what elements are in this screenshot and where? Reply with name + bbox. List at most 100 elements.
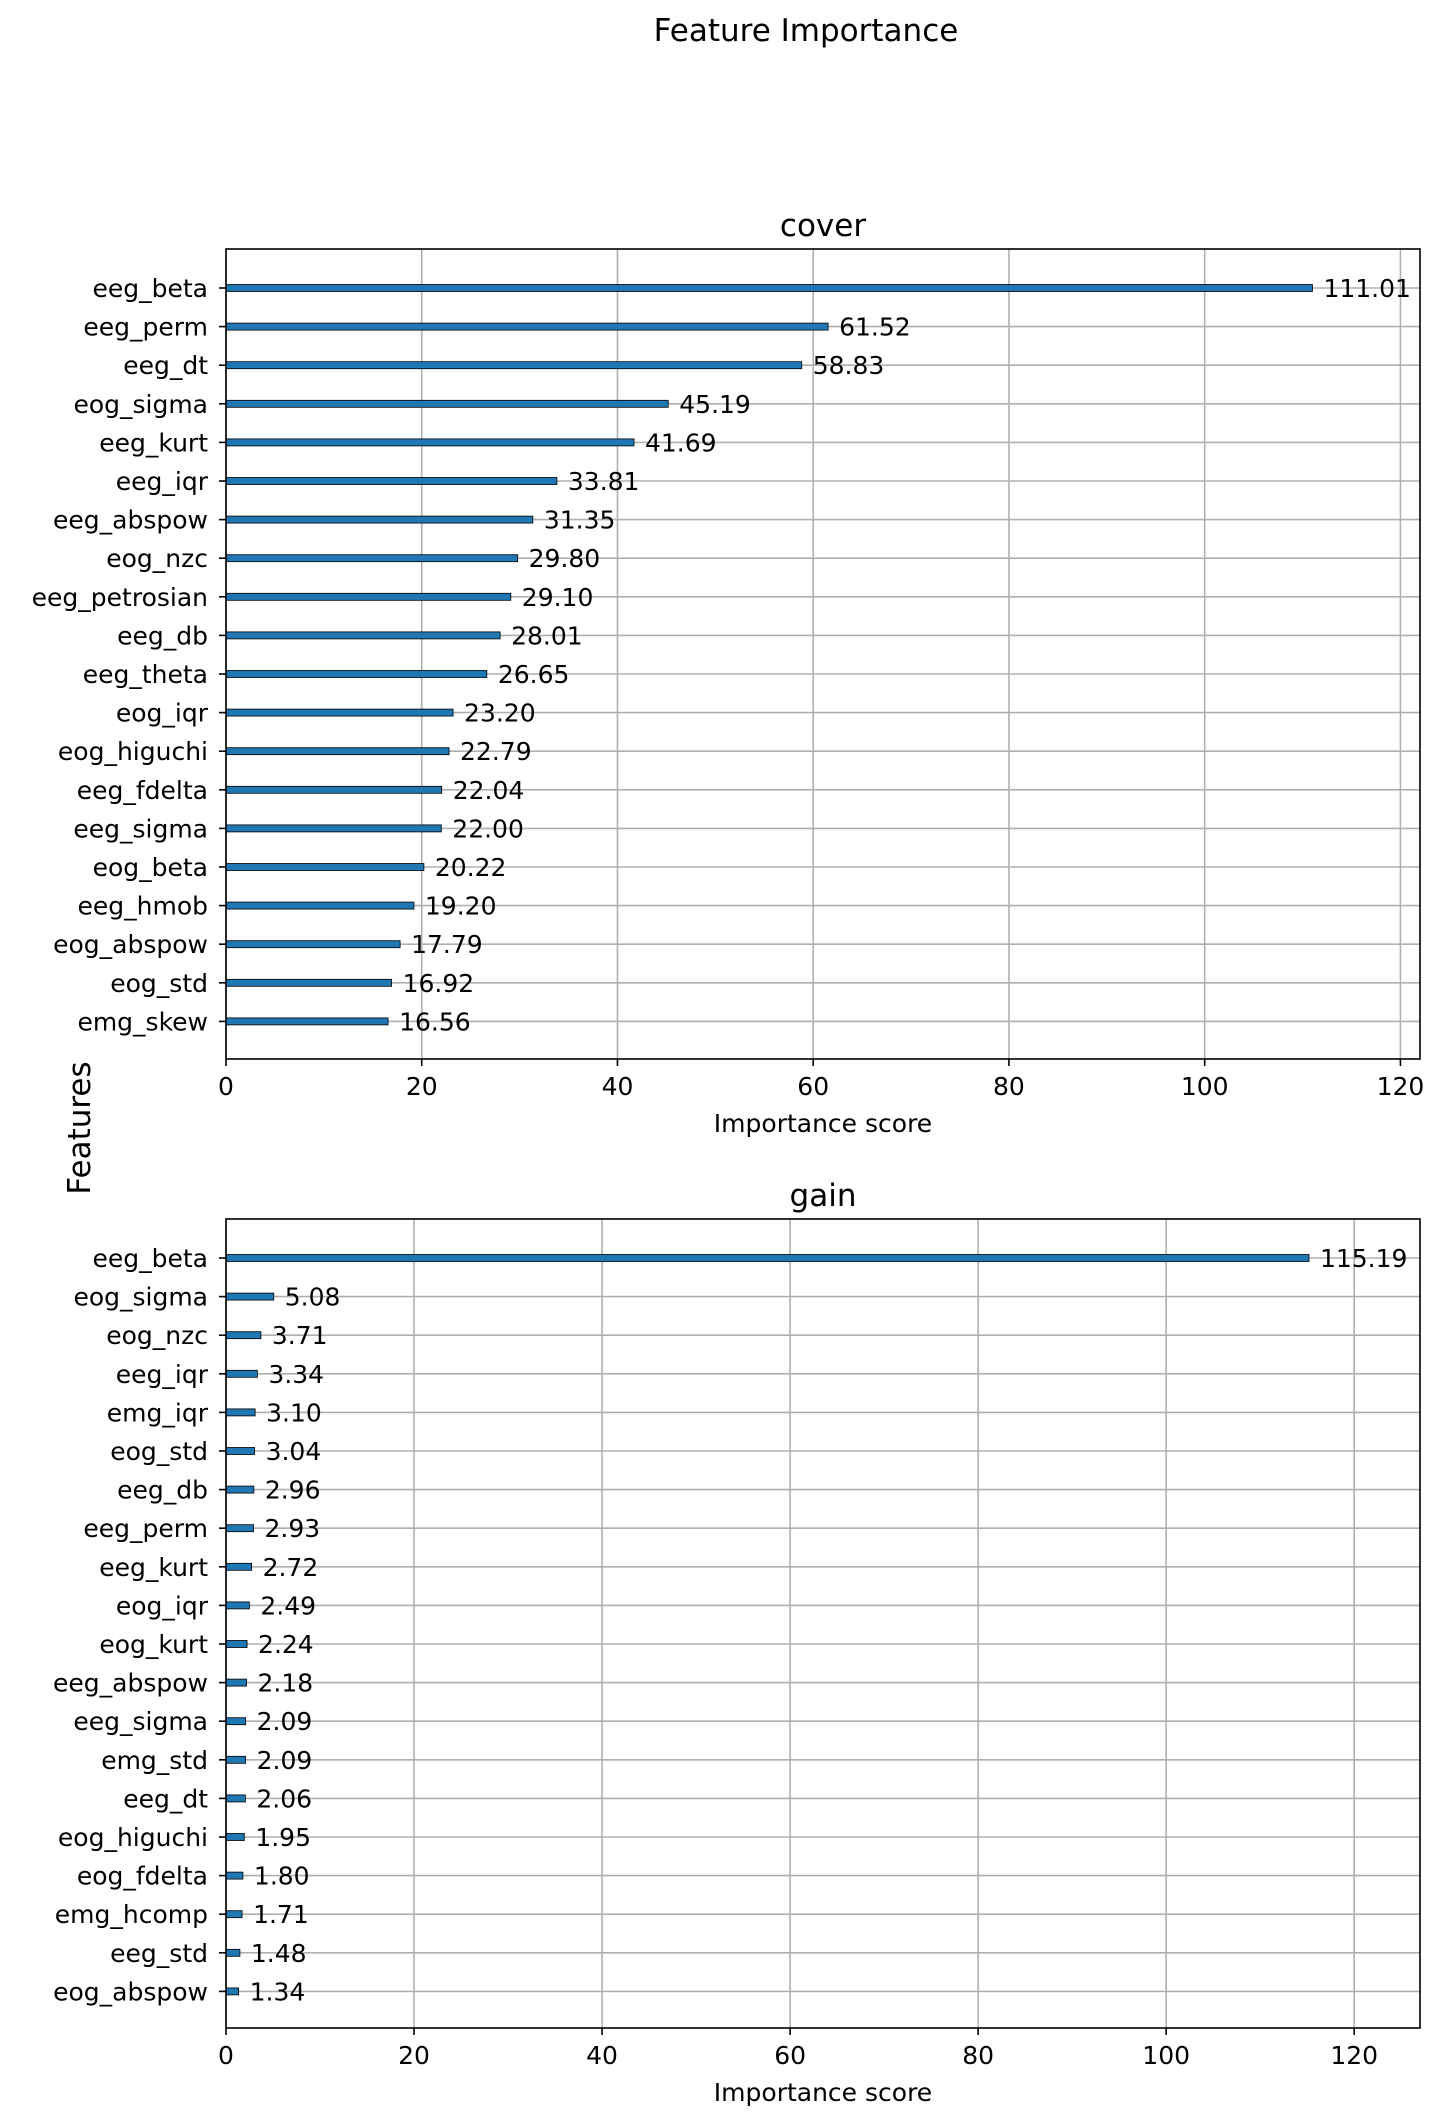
gain-x-tick-label: 120 <box>1330 2041 1378 2070</box>
gain-bar-eeg_sigma <box>225 1717 247 1726</box>
gain-category-label: eeg_perm <box>83 1514 208 1543</box>
gain-category-label: eeg_abspow <box>53 1669 208 1698</box>
gain-value-label: 5.08 <box>285 1283 341 1312</box>
gain-x-tick-label: 80 <box>962 2041 994 2070</box>
cover-value-label: 29.10 <box>522 583 594 612</box>
gain-value-label: 2.09 <box>257 1746 313 1775</box>
gain-bar-eog_fdelta <box>225 1871 244 1880</box>
gain-value-label: 2.24 <box>258 1630 314 1659</box>
gain-value-label: 2.06 <box>256 1784 312 1813</box>
cover-value-label: 16.92 <box>403 969 475 998</box>
cover-bar-eeg_iqr <box>225 477 558 485</box>
cover-bar-eog_abspow <box>225 940 401 949</box>
cover-bar-eeg_theta <box>225 670 488 678</box>
gain-category-label: emg_std <box>101 1746 208 1775</box>
cover-category-label: eog_sigma <box>73 390 208 419</box>
cover-x-tick-label: 120 <box>1377 1072 1425 1101</box>
gain-value-label: 2.49 <box>260 1591 316 1620</box>
gain-category-label: eog_kurt <box>99 1630 208 1659</box>
gain-bar-eog_abspow <box>225 1987 239 1996</box>
cover-value-label: 26.65 <box>498 660 570 689</box>
cover-value-label: 22.79 <box>460 737 532 766</box>
gain-category-label: eeg_kurt <box>99 1553 208 1582</box>
gain-x-axis-label: Importance score <box>714 2078 932 2107</box>
gain-value-label: 2.93 <box>265 1514 321 1543</box>
gain-bar-eeg_std <box>225 1948 241 1957</box>
cover-bar-eeg_abspow <box>225 515 534 524</box>
cover-value-label: 58.83 <box>813 351 885 380</box>
gain-bar-emg_iqr <box>225 1408 256 1417</box>
cover-bar-eeg_kurt <box>225 438 635 447</box>
cover-value-label: 22.00 <box>452 814 524 843</box>
cover-chart: cover eeg_beta 111.01 eeg_perm 61.52 eeg_dt 58… <box>32 208 1425 1138</box>
cover-bar-eog_higuchi <box>225 747 450 756</box>
cover-value-label: 29.80 <box>529 544 601 573</box>
gain-value-label: 3.10 <box>266 1398 322 1427</box>
cover-category-label: eeg_sigma <box>73 814 208 843</box>
gain-category-label: eeg_std <box>110 1939 208 1968</box>
cover-category-label: emg_skew <box>77 1007 208 1036</box>
cover-value-label: 45.19 <box>679 390 751 419</box>
cover-category-label: eog_abspow <box>53 930 208 959</box>
gain-bar-eeg_beta <box>225 1254 1310 1262</box>
gain-chart: gain eeg_beta 115.19 eog_sigma 5.08 eog_nzc 3.… <box>53 1178 1421 2107</box>
gain-category-label: eeg_sigma <box>73 1707 208 1736</box>
cover-bar-eog_beta <box>225 863 425 871</box>
cover-x-tick-label: 60 <box>797 1072 829 1101</box>
gain-value-label: 1.95 <box>255 1823 311 1852</box>
gain-value-label: 1.48 <box>251 1939 307 1968</box>
gain-x-tick-label: 60 <box>774 2041 806 2070</box>
gain-value-label: 2.72 <box>263 1553 319 1582</box>
cover-value-label: 17.79 <box>411 930 483 959</box>
cover-x-tick-label: 20 <box>406 1072 438 1101</box>
gain-x-tick-label: 0 <box>218 2041 234 2070</box>
gain-category-label: emg_hcomp <box>55 1900 208 1929</box>
cover-category-label: eog_nzc <box>106 544 208 573</box>
cover-bar-eeg_db <box>225 631 501 640</box>
cover-value-label: 28.01 <box>511 621 583 650</box>
gain-category-label: eeg_beta <box>92 1244 208 1273</box>
cover-value-label: 111.01 <box>1323 274 1410 303</box>
gain-category-label: eog_std <box>110 1437 208 1466</box>
gain-value-label: 3.04 <box>266 1437 322 1466</box>
gain-value-label: 2.09 <box>257 1707 313 1736</box>
cover-value-label: 22.04 <box>453 776 525 805</box>
cover-category-label: eeg_fdelta <box>77 776 208 805</box>
figure-y-label: Features <box>62 1061 98 1194</box>
cover-value-label: 33.81 <box>568 467 640 496</box>
cover-category-label: eeg_abspow <box>53 506 208 535</box>
cover-value-label: 20.22 <box>435 853 507 882</box>
cover-value-label: 31.35 <box>544 506 616 535</box>
gain-value-label: 1.80 <box>254 1862 310 1891</box>
cover-bar-eog_nzc <box>225 554 519 563</box>
cover-value-label: 41.69 <box>645 428 717 457</box>
cover-category-label: eeg_kurt <box>99 428 208 457</box>
cover-x-tick-label: 40 <box>602 1072 634 1101</box>
cover-x-tick-label: 100 <box>1181 1072 1229 1101</box>
gain-title: gain <box>790 1178 857 1214</box>
gain-axes-frame <box>225 1218 1421 2029</box>
cover-value-label: 23.20 <box>464 699 536 728</box>
gain-bar-eeg_kurt <box>225 1562 252 1571</box>
gain-value-label: 2.18 <box>257 1669 313 1698</box>
cover-category-label: eeg_db <box>117 621 208 650</box>
gain-category-label: emg_iqr <box>107 1398 209 1427</box>
cover-value-label: 16.56 <box>399 1007 471 1036</box>
gain-value-label: 115.19 <box>1320 1244 1407 1273</box>
gain-bar-eog_sigma <box>225 1292 275 1301</box>
cover-category-label: eog_iqr <box>116 699 209 728</box>
gain-bar-eeg_iqr <box>225 1369 258 1378</box>
cover-category-label: eeg_dt <box>123 351 208 380</box>
gain-category-label: eog_abspow <box>53 1977 208 2006</box>
cover-category-label: eeg_petrosian <box>32 583 208 612</box>
gain-bar-eog_kurt <box>225 1640 248 1648</box>
gain-bar-emg_hcomp <box>225 1910 243 1919</box>
cover-category-label: eeg_iqr <box>116 467 209 496</box>
gain-category-label: eog_higuchi <box>58 1823 208 1852</box>
cover-bar-eeg_dt <box>225 361 803 370</box>
cover-bar-eeg_fdelta <box>225 785 443 794</box>
cover-category-label: eeg_perm <box>83 313 208 342</box>
gain-x-tick-label: 100 <box>1142 2041 1190 2070</box>
gain-category-label: eog_fdelta <box>77 1862 208 1891</box>
